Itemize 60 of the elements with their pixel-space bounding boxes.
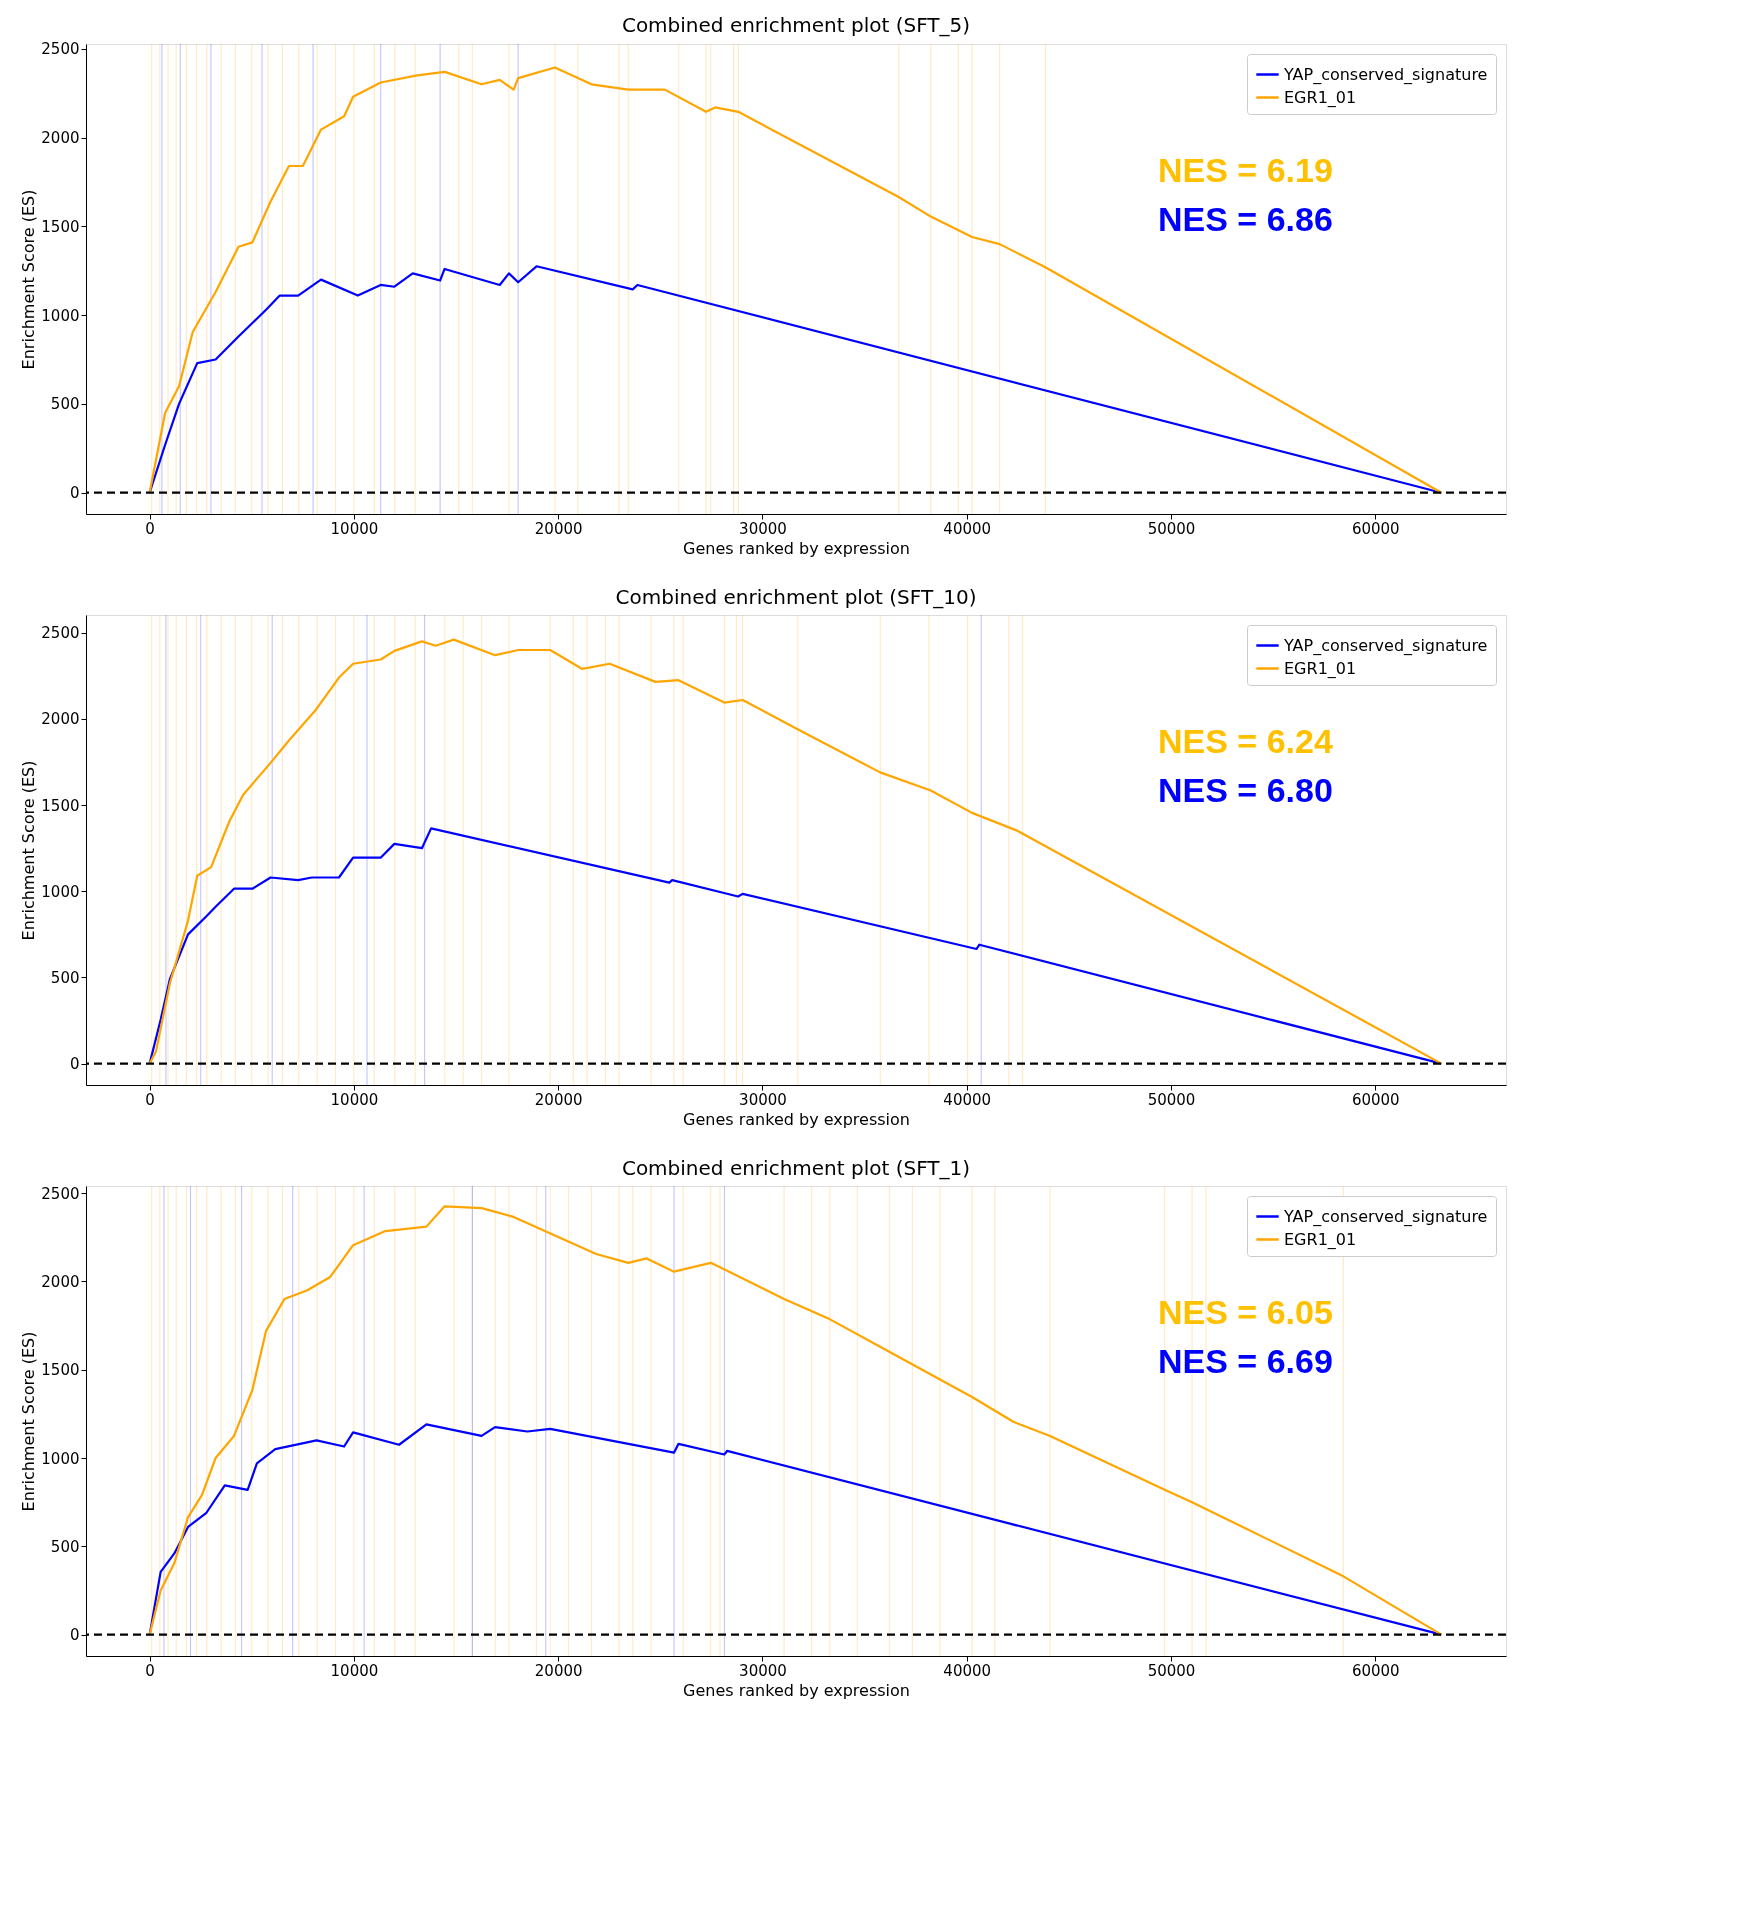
annotation: NES = 6.19 bbox=[1158, 151, 1333, 189]
annotation: NES = 6.80 bbox=[1158, 771, 1333, 809]
x-axis-title: Genes ranked by expression bbox=[683, 1109, 910, 1129]
annotation: NES = 6.86 bbox=[1158, 200, 1333, 238]
y-tick-label: 500 bbox=[50, 968, 80, 987]
x-tick-label: 50000 bbox=[1147, 1661, 1196, 1680]
legend-label: EGR1_01 bbox=[1284, 658, 1357, 679]
y-axis-title: Enrichment Score (ES) bbox=[19, 189, 39, 370]
y-tick-label: 2000 bbox=[41, 710, 80, 729]
x-tick-label: 0 bbox=[145, 1661, 155, 1680]
legend-label: YAP_conserved_signature bbox=[1283, 635, 1488, 656]
y-tick-label: 1500 bbox=[41, 796, 80, 815]
y-tick-label: 2500 bbox=[41, 40, 80, 59]
y-tick-label: 1000 bbox=[41, 1449, 80, 1468]
y-tick-label: 2500 bbox=[41, 1184, 80, 1203]
annotation: NES = 6.69 bbox=[1158, 1342, 1333, 1380]
x-tick-label: 10000 bbox=[330, 519, 379, 538]
y-tick-label: 2000 bbox=[41, 1272, 80, 1291]
y-tick-label: 2000 bbox=[41, 129, 80, 148]
x-tick-label: 40000 bbox=[943, 1090, 992, 1109]
x-tick-label: 60000 bbox=[1351, 1661, 1400, 1680]
x-axis-title: Genes ranked by expression bbox=[683, 538, 910, 558]
y-tick-label: 0 bbox=[69, 1626, 80, 1645]
legend-label: YAP_conserved_signature bbox=[1283, 1206, 1488, 1227]
x-tick-label: 60000 bbox=[1351, 1090, 1400, 1109]
y-tick-label: 2500 bbox=[41, 624, 80, 643]
x-tick-label: 20000 bbox=[534, 519, 583, 538]
x-tick-label: 30000 bbox=[739, 1661, 787, 1680]
x-tick-label: 0 bbox=[145, 1090, 155, 1109]
y-tick-label: 1000 bbox=[41, 306, 80, 325]
y-tick-label: 0 bbox=[69, 1055, 80, 1074]
x-axis-title: Genes ranked by expression bbox=[683, 1680, 910, 1700]
legend-label: EGR1_01 bbox=[1284, 87, 1357, 108]
y-tick-label: 500 bbox=[50, 395, 80, 414]
x-tick-label: 20000 bbox=[534, 1090, 583, 1109]
x-tick-label: 30000 bbox=[739, 519, 787, 538]
legend-label: EGR1_01 bbox=[1284, 1229, 1357, 1250]
annotation: NES = 6.05 bbox=[1158, 1293, 1333, 1331]
x-tick-label: 10000 bbox=[330, 1661, 379, 1680]
x-tick-label: 10000 bbox=[330, 1090, 379, 1109]
x-tick-label: 30000 bbox=[739, 1090, 787, 1109]
y-axis-title: Enrichment Score (ES) bbox=[19, 1331, 39, 1512]
y-tick-label: 1500 bbox=[41, 217, 80, 236]
annotation: NES = 6.24 bbox=[1158, 722, 1333, 760]
y-tick-label: 0 bbox=[69, 484, 80, 503]
x-tick-label: 50000 bbox=[1147, 519, 1196, 538]
y-tick-label: 500 bbox=[50, 1537, 80, 1556]
x-tick-label: 0 bbox=[145, 519, 155, 538]
chart-title: Combined enrichment plot (SFT_5) bbox=[621, 12, 971, 37]
x-tick-label: 60000 bbox=[1351, 519, 1400, 538]
x-tick-label: 20000 bbox=[534, 1661, 583, 1680]
legend-label: YAP_conserved_signature bbox=[1283, 64, 1488, 85]
y-tick-label: 1500 bbox=[41, 1361, 80, 1380]
x-tick-label: 40000 bbox=[943, 519, 992, 538]
y-axis-title: Enrichment Score (ES) bbox=[19, 760, 39, 941]
chart-title: Combined enrichment plot (SFT_10) bbox=[615, 585, 977, 610]
chart-title: Combined enrichment plot (SFT_1) bbox=[621, 1156, 971, 1181]
x-tick-label: 40000 bbox=[943, 1661, 992, 1680]
x-tick-label: 50000 bbox=[1147, 1090, 1196, 1109]
y-tick-label: 1000 bbox=[41, 882, 80, 901]
